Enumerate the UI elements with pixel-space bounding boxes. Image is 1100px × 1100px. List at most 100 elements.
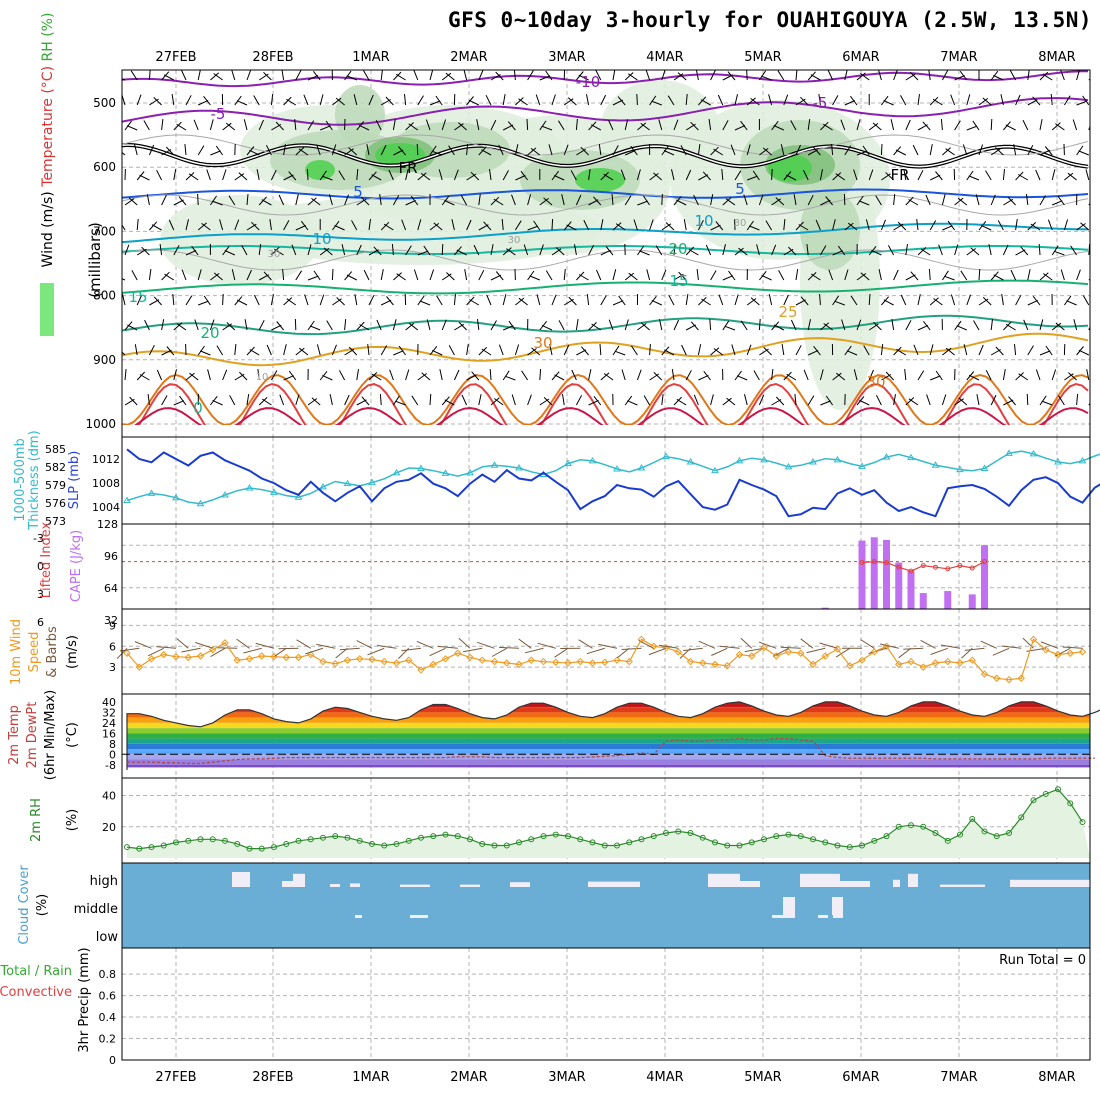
wind-barb	[551, 248, 562, 256]
wind-barb	[761, 75, 772, 81]
wind-barb-10m	[992, 647, 1010, 656]
wind-barb-10m	[621, 647, 642, 650]
wind-barb	[1063, 295, 1072, 306]
cloud-high-bar	[908, 873, 918, 887]
wind-barb	[122, 351, 126, 356]
wind-barb	[910, 271, 919, 281]
wind-barb	[271, 324, 282, 331]
wind-barb	[786, 373, 797, 381]
wind-barb	[917, 294, 921, 306]
rh-point	[503, 842, 510, 849]
rh-tick: 40	[102, 790, 116, 803]
wind-barb	[429, 393, 432, 406]
cloud-high-bar	[893, 879, 900, 887]
wind-barb	[773, 125, 785, 131]
wind-barb-10m	[879, 643, 899, 649]
rh-label: 2m RH	[29, 798, 44, 842]
wind-barb	[307, 120, 315, 131]
wind-barb	[429, 222, 440, 231]
wind-barb	[502, 294, 507, 306]
thickness-point	[1029, 449, 1038, 457]
wind-barb	[501, 218, 504, 231]
wind-barb	[413, 269, 419, 281]
wind-barb	[844, 222, 854, 231]
wind-barb	[173, 400, 185, 406]
wind-barb	[740, 320, 748, 331]
wind-barb	[612, 70, 616, 81]
temp-label: 2m Temp	[7, 705, 22, 765]
wind-barb	[130, 70, 138, 81]
wind-barb	[1076, 70, 1080, 81]
wind-barb	[156, 169, 163, 181]
wind-barb	[1000, 94, 1004, 106]
wind-barb	[868, 369, 874, 381]
wind-barb	[275, 121, 284, 131]
wind-barb-10m	[773, 647, 789, 657]
wind-barb	[368, 372, 378, 381]
wind-barb	[844, 70, 848, 81]
wind-barb	[334, 225, 345, 231]
wind-barb	[636, 369, 642, 381]
wind-barb	[976, 394, 980, 406]
wind-barb	[1039, 119, 1043, 131]
wind-barb	[270, 169, 277, 181]
wind-barb	[926, 394, 931, 406]
wind-speed-point	[552, 658, 560, 666]
rh-point	[650, 833, 657, 840]
wind-barb	[466, 344, 469, 356]
date-label-top: 8MAR	[1038, 50, 1075, 65]
cloud-level-label: low	[96, 930, 119, 945]
wind-barb	[768, 294, 773, 306]
wind-barb	[143, 120, 150, 131]
wind-barb	[883, 100, 894, 106]
wind-barb	[332, 298, 342, 306]
wind-barb	[359, 324, 370, 331]
wind-barb	[929, 220, 937, 231]
wind-barb-10m	[195, 642, 213, 649]
thickness-point	[294, 493, 303, 500]
wind-barb-10m	[819, 642, 838, 649]
wind-barb	[533, 220, 541, 231]
wind-barb	[256, 169, 260, 181]
wind-barb	[1051, 322, 1062, 331]
rh-point	[589, 839, 596, 846]
wind-barb	[643, 395, 651, 406]
cloud-high-bar	[460, 884, 480, 887]
cloud-high-bar	[330, 884, 340, 887]
wind-barb-10m	[586, 647, 605, 655]
wind-speed-point	[123, 649, 131, 657]
wind-barb	[683, 219, 687, 231]
wind-barb	[307, 275, 319, 281]
wind-barb-10m	[598, 643, 618, 649]
wind-barb	[630, 145, 638, 156]
wind-barb	[393, 71, 402, 81]
wind-barb	[241, 245, 248, 256]
wind-barb	[238, 172, 248, 181]
wind-barb	[1063, 95, 1071, 106]
wind-barb	[802, 169, 809, 181]
wind-barb-10m	[176, 638, 189, 649]
rh-point	[1042, 790, 1049, 797]
wind-barb	[627, 400, 638, 406]
wind-barb	[701, 298, 711, 306]
wind-barb	[1068, 372, 1077, 381]
wind-barb	[126, 125, 138, 131]
wind-barb	[1051, 169, 1056, 181]
wind-barb	[523, 244, 529, 256]
thickness-point	[956, 465, 964, 473]
rh-point	[822, 839, 829, 846]
wind-barb	[1020, 246, 1029, 256]
wind-barb	[637, 122, 647, 131]
wind-barb	[590, 124, 602, 131]
wind-barb	[164, 273, 175, 281]
temp-label: (6hr Min/Max)	[43, 690, 58, 780]
wind-barb	[980, 224, 992, 231]
wind-speed-point	[1005, 675, 1013, 684]
wind-barb	[234, 219, 240, 231]
wind-barb	[954, 320, 962, 331]
rh-point	[1067, 800, 1074, 807]
rh-shade	[575, 168, 625, 192]
wind-barb	[698, 297, 707, 306]
rh-point	[1079, 819, 1086, 826]
wind-barb	[586, 94, 590, 106]
